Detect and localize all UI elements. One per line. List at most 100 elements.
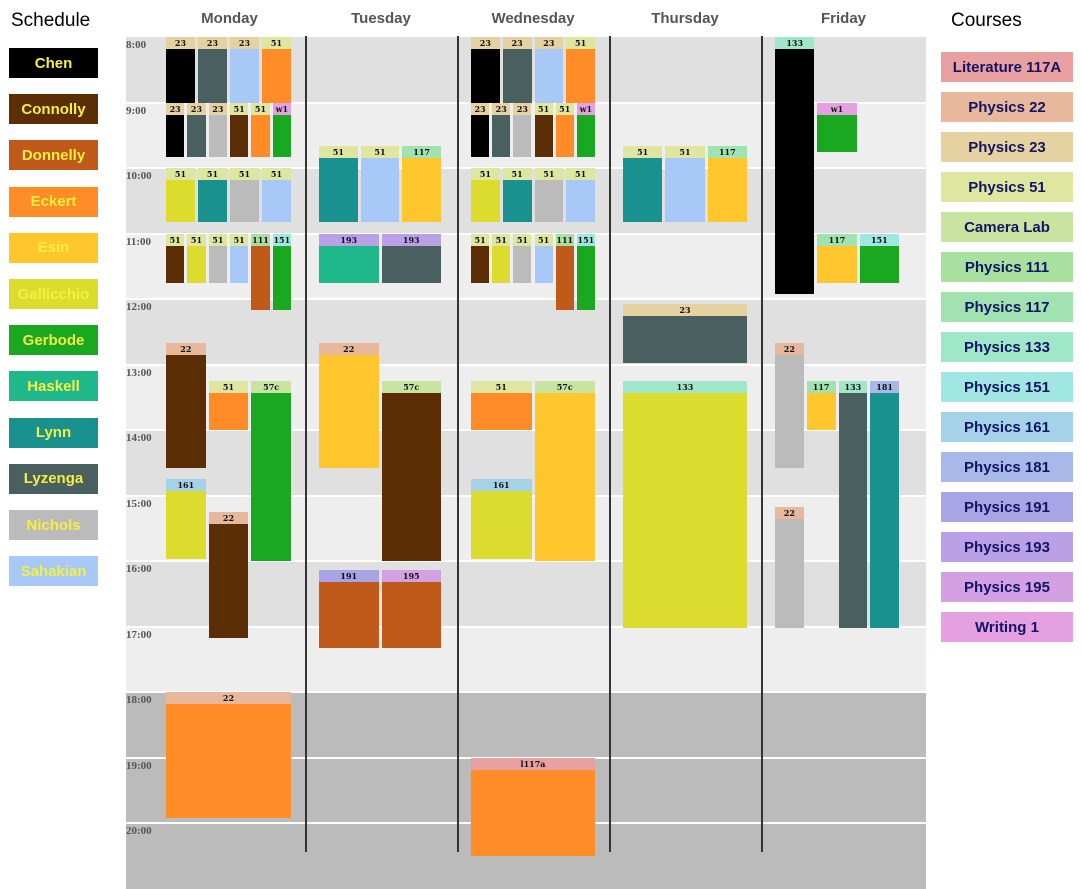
person-donnelly[interactable]: Donnelly [9,140,98,171]
event-block[interactable]: 23 [187,102,206,157]
event-block[interactable]: w1 [817,102,857,152]
event-block[interactable]: 23 [166,102,185,157]
event-block[interactable]: 22 [319,342,379,468]
event-block[interactable]: 23 [502,37,532,103]
event-block[interactable]: 133 [775,37,815,294]
course-camera[interactable]: Camera Lab [941,212,1073,242]
event-block[interactable]: 23 [471,37,500,103]
event-block[interactable]: 23 [198,37,227,103]
event-block[interactable]: 133 [623,380,747,629]
course-193[interactable]: Physics 193 [941,532,1073,562]
event-block[interactable]: 51 [471,168,500,223]
course-151[interactable]: Physics 151 [941,372,1073,402]
course-181[interactable]: Physics 181 [941,452,1073,482]
course-l117a[interactable]: Literature 117A [941,52,1073,82]
event-block[interactable]: 51 [623,146,663,223]
course-117[interactable]: Physics 117 [941,292,1073,322]
course-w1[interactable]: Writing 1 [941,612,1073,642]
event-block[interactable]: 22 [775,342,804,468]
event-block[interactable]: 193 [381,233,441,283]
event-block[interactable]: 151 [272,233,291,311]
event-block[interactable]: w1 [576,102,595,157]
event-block[interactable]: 23 [208,102,227,157]
event-block[interactable]: 57c [534,380,595,561]
event-block[interactable]: l117a [471,757,595,856]
event-block[interactable]: 51 [566,168,595,223]
event-block[interactable]: 57c [251,380,291,561]
event-block[interactable]: 195 [381,569,441,649]
event-block[interactable]: 117 [806,380,836,430]
event-block[interactable]: 51 [230,168,259,223]
event-block[interactable]: 23 [471,102,490,157]
course-191[interactable]: Physics 191 [941,492,1073,522]
event-block[interactable]: 23 [623,304,747,363]
event-block[interactable]: 51 [166,168,195,223]
event-block[interactable]: 51 [513,233,532,283]
person-lynn[interactable]: Lynn [9,417,98,448]
event-block[interactable]: 22 [166,342,206,468]
person-eckert[interactable]: Eckert [9,186,98,217]
event-block[interactable]: 117 [817,233,857,283]
event-block[interactable]: 51 [198,168,227,223]
event-block[interactable]: 51 [471,233,490,283]
event-block[interactable]: 22 [208,511,249,638]
event-block[interactable]: 22 [775,506,804,629]
person-lyzenga[interactable]: Lyzenga [9,463,98,494]
course-195[interactable]: Physics 195 [941,572,1073,602]
event-block[interactable]: 133 [838,380,868,629]
event-block[interactable]: 161 [166,479,206,560]
event-block[interactable]: 51 [262,168,291,223]
course-22[interactable]: Physics 22 [941,92,1073,122]
person-haskell[interactable]: Haskell [9,371,98,402]
event-block[interactable]: 51 [166,233,185,283]
course-51[interactable]: Physics 51 [941,172,1073,202]
event-block[interactable]: 51 [555,102,574,157]
event-block[interactable]: 151 [576,233,595,311]
event-block[interactable]: 51 [502,168,532,223]
event-block[interactable]: 23 [534,37,564,103]
event-block[interactable]: 51 [534,168,564,223]
event-block[interactable]: 23 [166,37,195,103]
course-161[interactable]: Physics 161 [941,412,1073,442]
event-block[interactable]: 51 [534,102,553,157]
event-block[interactable]: 51 [262,37,291,103]
event-block[interactable]: 191 [319,569,379,649]
event-block[interactable]: 51 [208,380,249,430]
event-block[interactable]: 23 [513,102,532,157]
event-block[interactable]: 161 [471,479,532,560]
event-block[interactable]: 117 [707,146,747,223]
person-esin[interactable]: Esin [9,232,98,263]
event-block[interactable]: 51 [187,233,206,283]
course-111[interactable]: Physics 111 [941,252,1073,282]
person-connolly[interactable]: Connolly [9,94,98,125]
event-block[interactable]: 51 [471,380,532,430]
event-block[interactable]: 181 [870,380,899,629]
event-block[interactable]: 51 [360,146,400,223]
event-block[interactable]: 51 [319,146,358,223]
course-133[interactable]: Physics 133 [941,332,1073,362]
event-block[interactable]: 51 [230,233,249,283]
person-gerbode[interactable]: Gerbode [9,325,98,356]
event-block[interactable]: 51 [492,233,511,283]
event-block[interactable]: 51 [534,233,553,283]
event-block[interactable]: 23 [230,37,259,103]
event-block[interactable]: 51 [208,233,227,283]
event-block[interactable]: 57c [381,380,441,561]
event-block[interactable]: 22 [166,692,291,818]
event-block[interactable]: 193 [319,233,379,283]
person-chen[interactable]: Chen [9,48,98,78]
event-block[interactable]: 111 [555,233,574,311]
event-block[interactable]: 23 [492,102,511,157]
event-block[interactable]: 51 [251,102,270,157]
person-nichols[interactable]: Nichols [9,510,98,540]
event-block[interactable]: 151 [859,233,899,283]
course-23[interactable]: Physics 23 [941,132,1073,162]
event-block[interactable]: 117 [402,146,441,223]
person-sahakian[interactable]: Sahakian [9,556,98,587]
event-block[interactable]: 51 [665,146,705,223]
event-block[interactable]: 51 [566,37,595,103]
event-block[interactable]: 51 [230,102,249,157]
event-block[interactable]: 111 [251,233,270,311]
person-gallicchio[interactable]: Gallicchio [9,279,98,309]
event-block[interactable]: w1 [272,102,291,157]
